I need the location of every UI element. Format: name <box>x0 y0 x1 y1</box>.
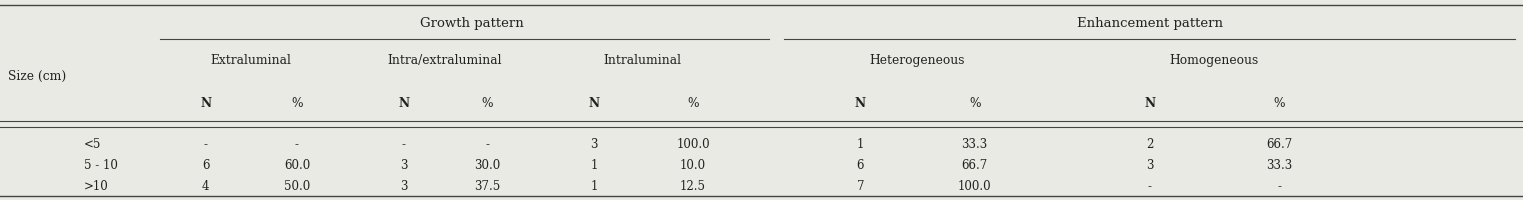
Text: 30.0: 30.0 <box>474 159 501 171</box>
Text: 60.0: 60.0 <box>283 159 311 171</box>
Text: 12.5: 12.5 <box>679 180 707 192</box>
Text: Extraluminal: Extraluminal <box>210 54 292 66</box>
Text: N: N <box>1144 97 1156 109</box>
Text: %: % <box>1273 97 1285 109</box>
Text: 2: 2 <box>1147 138 1153 150</box>
Text: 1: 1 <box>591 180 597 192</box>
Text: -: - <box>486 138 489 150</box>
Text: N: N <box>854 97 867 109</box>
Text: 100.0: 100.0 <box>676 138 710 150</box>
Text: -: - <box>1148 180 1151 192</box>
Text: Size (cm): Size (cm) <box>8 70 65 82</box>
Text: 7: 7 <box>857 180 864 192</box>
Text: Intraluminal: Intraluminal <box>603 54 682 66</box>
Text: 3: 3 <box>1147 159 1153 171</box>
Text: -: - <box>402 138 405 150</box>
Text: %: % <box>969 97 981 109</box>
Text: 6: 6 <box>857 159 864 171</box>
Text: %: % <box>687 97 699 109</box>
Text: 33.3: 33.3 <box>961 138 988 150</box>
Text: 66.7: 66.7 <box>961 159 988 171</box>
Text: 6: 6 <box>203 159 209 171</box>
Text: -: - <box>204 138 207 150</box>
Text: Growth pattern: Growth pattern <box>420 17 524 29</box>
Text: -: - <box>1278 180 1281 192</box>
Text: Intra/extraluminal: Intra/extraluminal <box>387 54 503 66</box>
Text: >10: >10 <box>84 180 108 192</box>
Text: Enhancement pattern: Enhancement pattern <box>1077 17 1223 29</box>
Text: %: % <box>481 97 493 109</box>
Text: %: % <box>291 97 303 109</box>
Text: 5 - 10: 5 - 10 <box>84 159 117 171</box>
Text: -: - <box>295 138 299 150</box>
Text: 3: 3 <box>401 180 407 192</box>
Text: N: N <box>588 97 600 109</box>
Text: 33.3: 33.3 <box>1266 159 1293 171</box>
Text: 1: 1 <box>857 138 864 150</box>
Text: 66.7: 66.7 <box>1266 138 1293 150</box>
Text: 4: 4 <box>203 180 209 192</box>
Text: N: N <box>398 97 410 109</box>
Text: 100.0: 100.0 <box>958 180 991 192</box>
Text: 1: 1 <box>591 159 597 171</box>
Text: N: N <box>200 97 212 109</box>
Text: 3: 3 <box>401 159 407 171</box>
Text: 37.5: 37.5 <box>474 180 501 192</box>
Text: Heterogeneous: Heterogeneous <box>870 54 964 66</box>
Text: <5: <5 <box>84 138 101 150</box>
Text: 3: 3 <box>591 138 597 150</box>
Text: Homogeneous: Homogeneous <box>1170 54 1258 66</box>
Text: 10.0: 10.0 <box>679 159 707 171</box>
Text: 50.0: 50.0 <box>283 180 311 192</box>
